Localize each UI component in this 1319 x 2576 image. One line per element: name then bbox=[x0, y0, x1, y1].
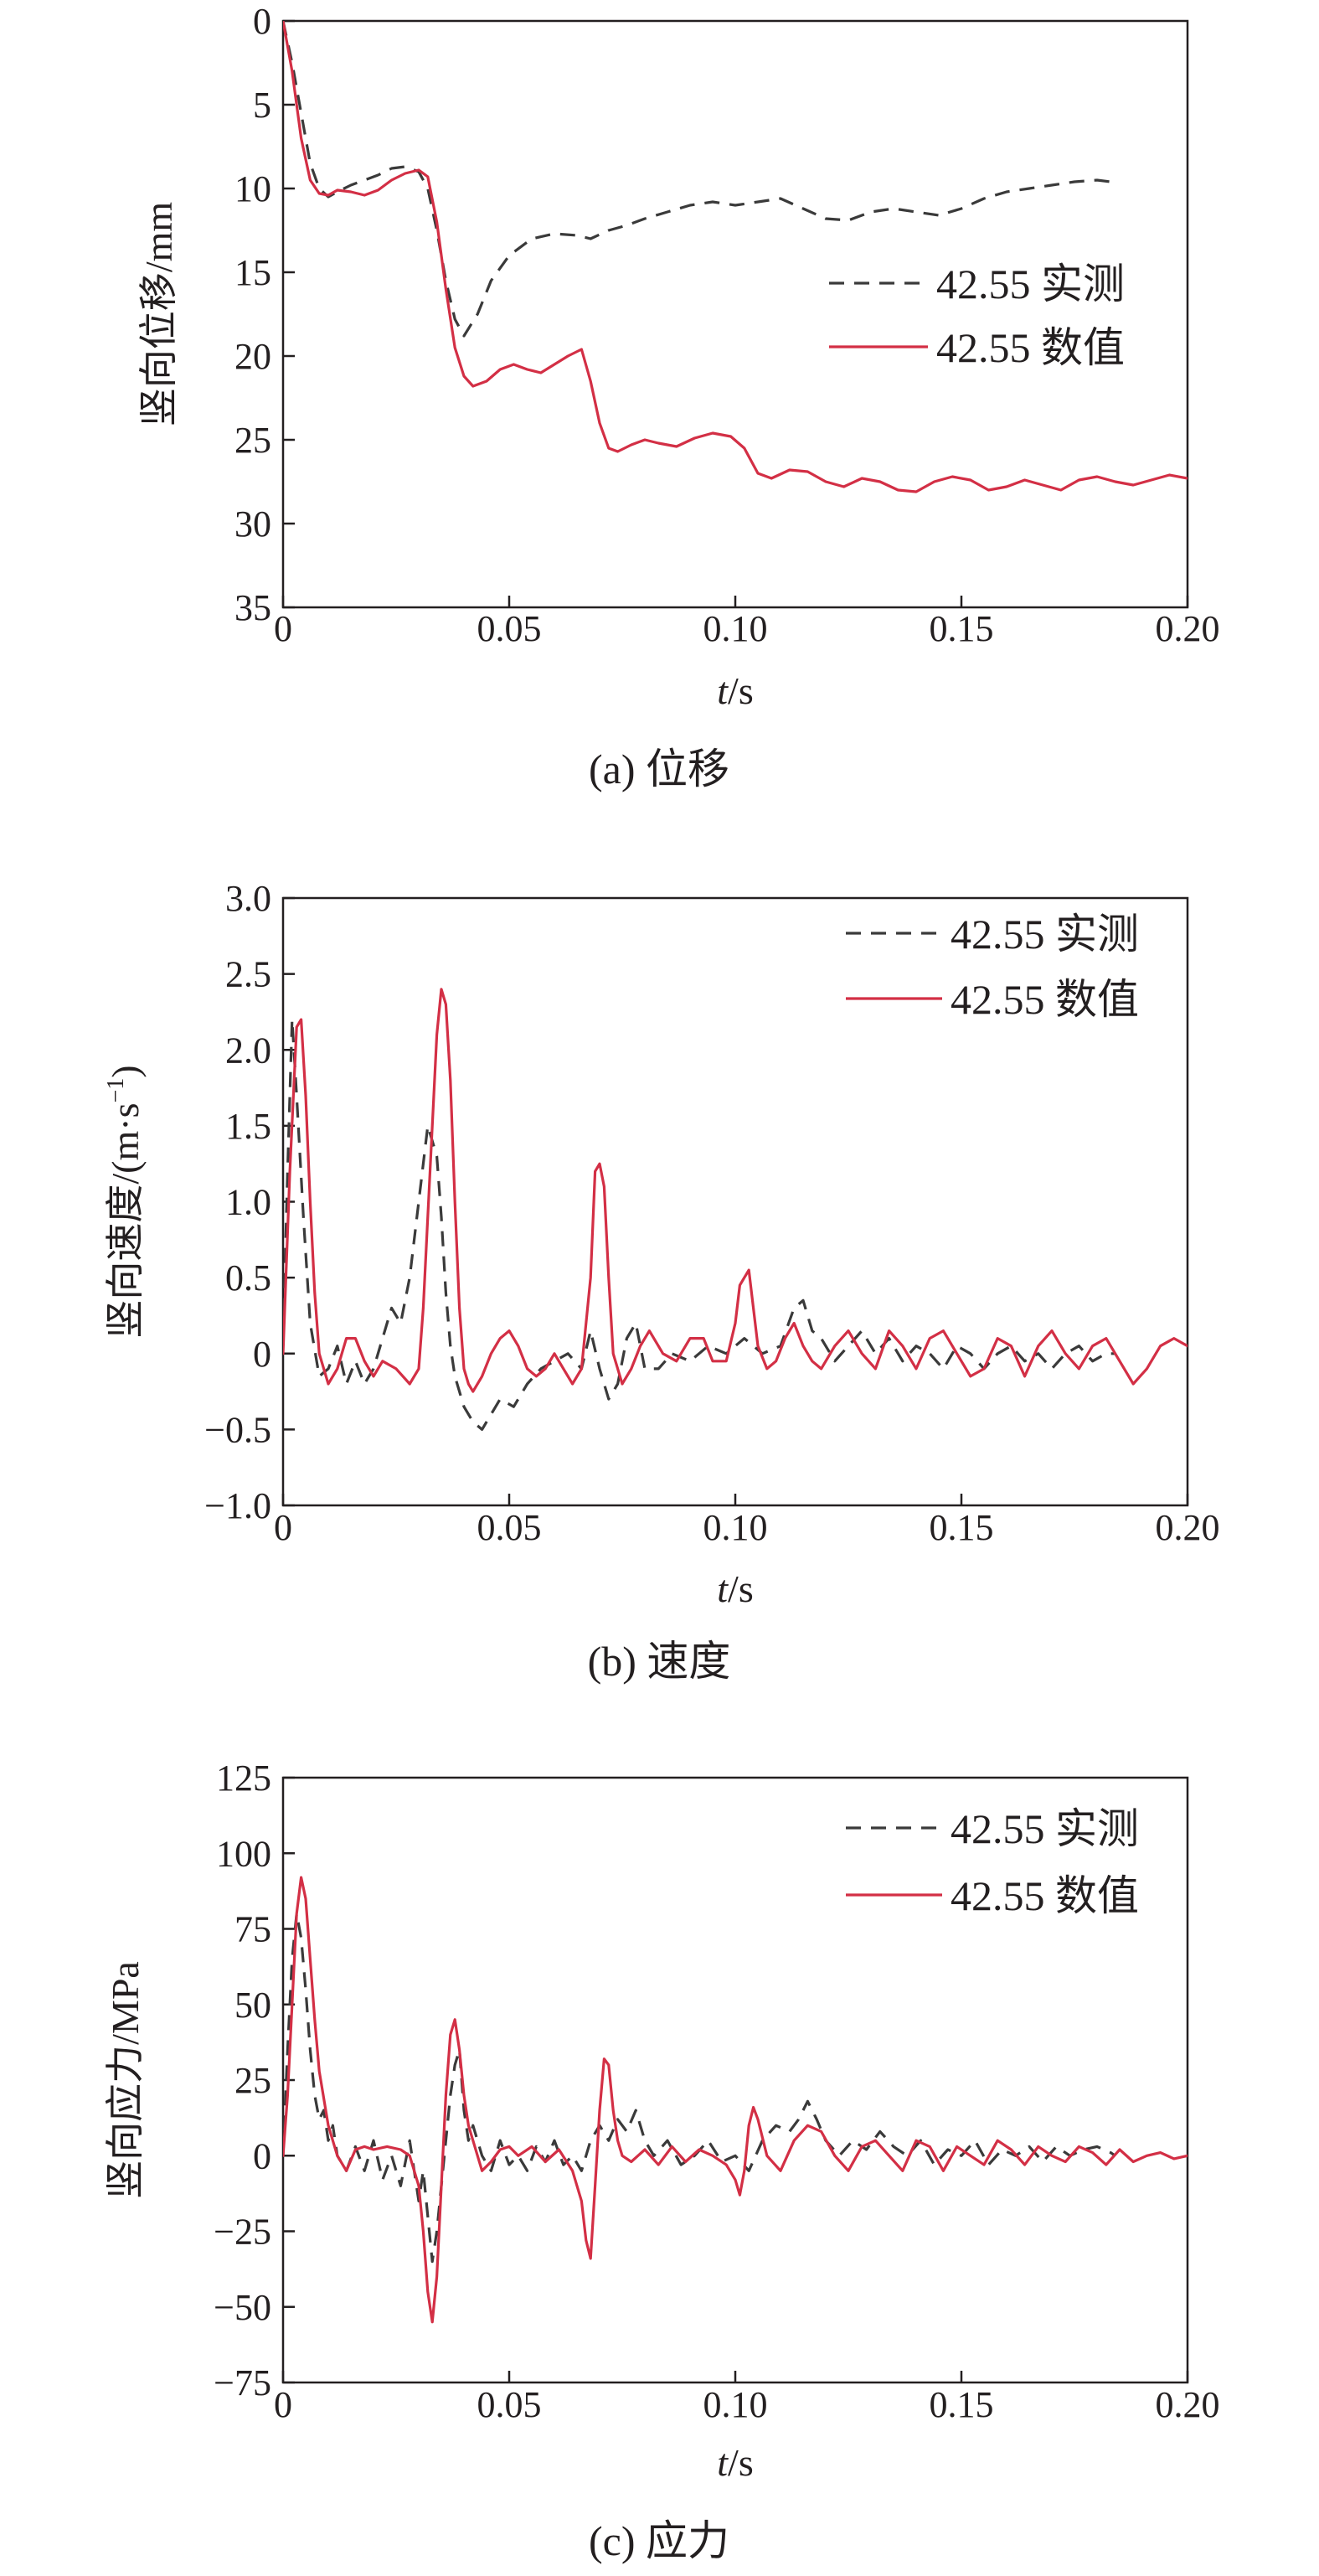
figure-caption: (c) 应力 bbox=[589, 2517, 729, 2564]
y-tick-label: −75 bbox=[214, 2362, 271, 2403]
y-tick-label: 20 bbox=[234, 336, 271, 377]
y-tick-label: 125 bbox=[216, 1758, 271, 1799]
plot-frame bbox=[281, 1776, 1189, 2384]
y-tick-label: −25 bbox=[214, 2212, 271, 2253]
y-tick-label: 1.0 bbox=[225, 1182, 271, 1223]
series-group bbox=[283, 1876, 1188, 2324]
legend-label: 42.55 数值 bbox=[951, 976, 1139, 1023]
y-tick-label: 15 bbox=[234, 252, 271, 293]
y-tick-label: 25 bbox=[234, 2060, 271, 2101]
y-tick-label: 30 bbox=[234, 503, 271, 545]
series-group bbox=[283, 21, 1188, 493]
y-tick-label: 35 bbox=[234, 587, 271, 628]
x-tick-label: 0.20 bbox=[1156, 1507, 1220, 1548]
legend-label: 42.55 实测 bbox=[951, 911, 1139, 958]
x-tick-label: 0.05 bbox=[477, 1507, 542, 1548]
x-tick-label: 0.10 bbox=[703, 608, 768, 649]
y-tick-label: 2.5 bbox=[225, 954, 271, 995]
x-tick-label: 0 bbox=[274, 608, 292, 649]
y-axis-title: 竖向速度/(m·s−1) bbox=[103, 1065, 147, 1338]
x-tick-label: 0 bbox=[274, 1507, 292, 1548]
y-tick-label: −0.5 bbox=[204, 1409, 271, 1450]
y-tick-label: 25 bbox=[234, 420, 271, 461]
numerical-series-line bbox=[283, 988, 1188, 1393]
series-group bbox=[283, 988, 1188, 1432]
chart-panel-2: 0 0.05 0.10 0.15 0.20 −75 −50 −25 0 25 50 75 100 125 t… bbox=[104, 1758, 1220, 2564]
legend-label: 42.55 实测 bbox=[951, 1805, 1139, 1852]
x-tick-label: 0.05 bbox=[477, 608, 542, 649]
x-tick-label: 0 bbox=[274, 2384, 292, 2425]
x-tick-label: 0.20 bbox=[1156, 608, 1220, 649]
legend-label: 42.55 数值 bbox=[951, 1872, 1139, 1919]
y-tick-label: 1.5 bbox=[225, 1106, 271, 1147]
x-axis-title: t/s bbox=[717, 2441, 753, 2484]
y-tick-label: 10 bbox=[234, 168, 271, 209]
y-tick-label: −50 bbox=[214, 2287, 271, 2328]
x-tick-label: 0.15 bbox=[930, 608, 994, 649]
y-tick-label: 3.0 bbox=[225, 878, 271, 919]
x-tick-label: 0.10 bbox=[703, 1507, 768, 1548]
x-axis-title: t/s bbox=[717, 669, 753, 712]
x-tick-label: 0.05 bbox=[477, 2384, 542, 2425]
y-tick-label: 50 bbox=[234, 1985, 271, 2026]
chart-panel-0: 0 0.05 0.10 0.15 0.20 0 5 10 15 20 25 30 35 t/s 竖向位移/m… bbox=[137, 1, 1220, 792]
x-tick-label: 0.15 bbox=[930, 1507, 994, 1548]
legend-label: 42.55 数值 bbox=[936, 324, 1125, 371]
x-tick-label: 0.15 bbox=[930, 2384, 994, 2425]
y-tick-label: 5 bbox=[253, 85, 271, 126]
y-tick-label: 100 bbox=[216, 1833, 271, 1874]
x-axis-title: t/s bbox=[717, 1567, 753, 1610]
y-tick-label: −1.0 bbox=[204, 1485, 271, 1526]
figure-caption: (b) 速度 bbox=[588, 1638, 731, 1685]
measured-series-line bbox=[283, 21, 1111, 338]
y-tick-label: 0 bbox=[253, 2135, 271, 2176]
figure-caption: (a) 位移 bbox=[589, 746, 729, 792]
legend-label: 42.55 实测 bbox=[936, 261, 1125, 307]
x-tick-label: 0.10 bbox=[703, 2384, 768, 2425]
measured-series-line bbox=[283, 1018, 1115, 1432]
y-tick-label: 0 bbox=[253, 1, 271, 42]
y-tick-label: 0 bbox=[253, 1334, 271, 1375]
y-tick-label: 0.5 bbox=[225, 1257, 271, 1298]
measured-series-line bbox=[283, 1912, 1116, 2264]
y-tick-label: 75 bbox=[234, 1909, 271, 1950]
y-axis-title: 竖向应力/MPa bbox=[104, 1961, 147, 2199]
y-axis-title: 竖向位移/mm bbox=[137, 202, 180, 427]
chart-panel-1: 0 0.05 0.10 0.15 0.20 −1.0 −0.5 0 0.5 1.0 1.5 2.0 2.… bbox=[103, 878, 1220, 1685]
numerical-series-line bbox=[283, 21, 1188, 493]
y-tick-label: 2.0 bbox=[225, 1030, 271, 1071]
x-tick-label: 0.20 bbox=[1156, 2384, 1220, 2425]
numerical-series-line bbox=[283, 1876, 1188, 2324]
plot-frame bbox=[281, 19, 1189, 609]
